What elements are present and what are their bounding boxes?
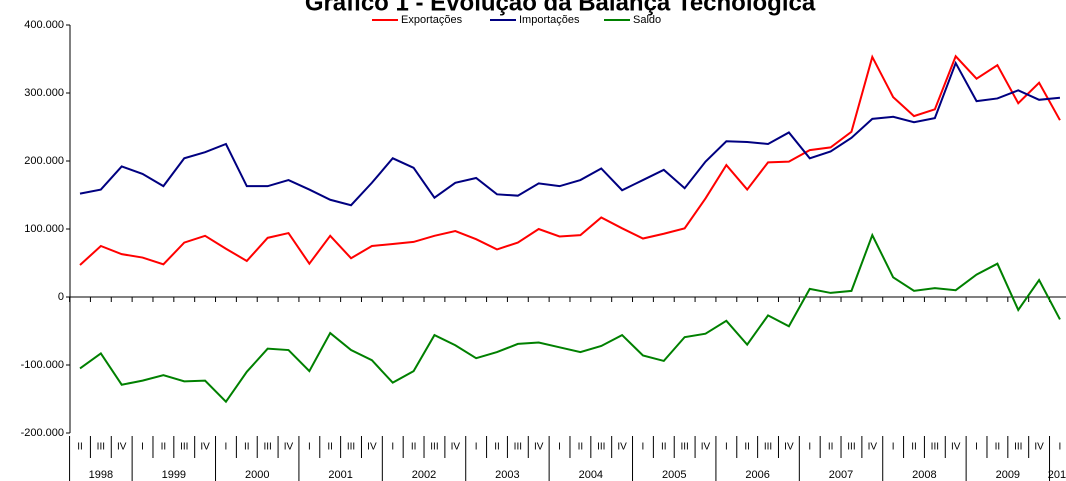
quarter-label: III	[430, 442, 438, 453]
legend-label: Saldo	[633, 14, 661, 26]
quarter-label: IV	[784, 442, 794, 453]
quarter-label: I	[475, 442, 478, 453]
quarter-label: IV	[200, 442, 210, 453]
quarter-label: I	[391, 442, 394, 453]
quarter-label: I	[225, 442, 228, 453]
y-tick-label: 400.000	[24, 19, 64, 31]
quarter-label: II	[578, 442, 584, 453]
year-label: 2002	[412, 469, 436, 481]
quarter-label: I	[642, 442, 645, 453]
quarter-label: III	[263, 442, 271, 453]
quarter-label: II	[327, 442, 333, 453]
year-label: 1998	[89, 469, 113, 481]
y-tick-label: 300.000	[24, 87, 64, 99]
legend-label: Importações	[519, 14, 580, 26]
quarter-label: IV	[534, 442, 544, 453]
quarter-label: III	[680, 442, 688, 453]
year-label: 2009	[996, 469, 1020, 481]
y-tick-label: 100.000	[24, 223, 64, 235]
quarter-label: II	[744, 442, 750, 453]
quarter-label: II	[77, 442, 83, 453]
quarter-label: I	[975, 442, 978, 453]
y-tick-label: 200.000	[24, 155, 64, 167]
quarter-label: II	[661, 442, 667, 453]
quarter-label: IV	[367, 442, 377, 453]
quarter-label: II	[411, 442, 417, 453]
year-label: 2005	[662, 469, 686, 481]
quarter-label: III	[1014, 442, 1022, 453]
quarter-label: I	[1059, 442, 1062, 453]
quarter-label: I	[725, 442, 728, 453]
quarter-label: I	[892, 442, 895, 453]
year-label: 2001	[328, 469, 352, 481]
quarter-label: II	[244, 442, 250, 453]
quarter-label: IV	[951, 442, 961, 453]
quarter-label: IV	[1034, 442, 1044, 453]
quarter-label: III	[764, 442, 772, 453]
quarter-label: IV	[617, 442, 627, 453]
year-label: 2007	[829, 469, 853, 481]
quarter-label: II	[494, 442, 500, 453]
series-line	[79, 60, 1061, 207]
quarter-label: III	[180, 442, 188, 453]
quarter-label: III	[514, 442, 522, 453]
y-tick-label: -200.000	[21, 427, 64, 439]
year-label: 2008	[912, 469, 936, 481]
quarter-label: III	[97, 442, 105, 453]
quarter-label: II	[995, 442, 1001, 453]
quarter-label: IV	[868, 442, 878, 453]
y-tick-label: -100.000	[21, 359, 64, 371]
y-tick-label: 0	[58, 291, 64, 303]
series-line	[79, 54, 1061, 266]
quarter-label: III	[847, 442, 855, 453]
quarter-label: IV	[451, 442, 461, 453]
series-line	[79, 232, 1061, 404]
quarter-label: III	[347, 442, 355, 453]
year-label: 2000	[245, 469, 269, 481]
quarter-label: I	[141, 442, 144, 453]
year-label: 2006	[745, 469, 769, 481]
year-label: 2004	[579, 469, 603, 481]
year-label: 2010	[1048, 469, 1066, 481]
quarter-label: I	[808, 442, 811, 453]
quarter-label: II	[161, 442, 167, 453]
quarter-label: III	[931, 442, 939, 453]
year-label: 1999	[162, 469, 186, 481]
quarter-label: I	[558, 442, 561, 453]
quarter-label: I	[308, 442, 311, 453]
quarter-label: IV	[284, 442, 294, 453]
chart-title: Gráfico 1 - Evolução da Balança Tecnológ…	[305, 0, 816, 16]
quarter-label: IV	[701, 442, 711, 453]
quarter-label: II	[828, 442, 834, 453]
legend-label: Exportações	[401, 14, 463, 26]
quarter-label: II	[911, 442, 917, 453]
quarter-label: III	[597, 442, 605, 453]
year-label: 2003	[495, 469, 519, 481]
quarter-label: IV	[117, 442, 127, 453]
